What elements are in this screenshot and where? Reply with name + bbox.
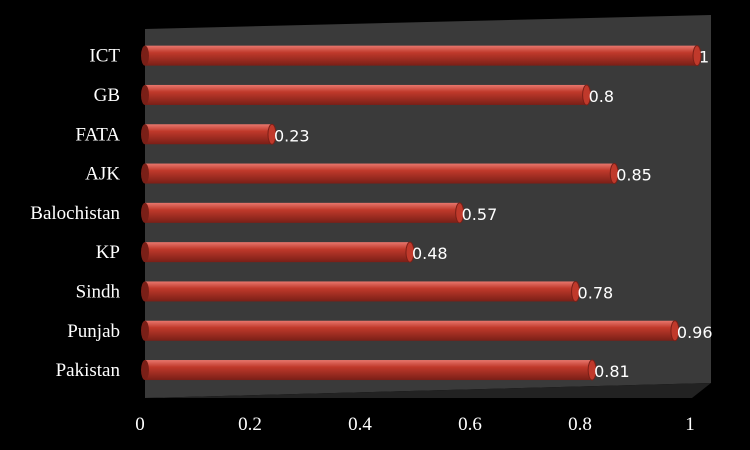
- bar-body: [145, 242, 410, 263]
- bar-ajk: [141, 163, 619, 185]
- bar-body: [145, 163, 615, 184]
- x-tick-label: 0: [135, 414, 145, 435]
- bar-end-cap: [587, 359, 597, 381]
- data-label: 0.48: [412, 244, 448, 263]
- x-tick-labels: 0 0.2 0.4 0.6 0.8 1: [135, 414, 695, 435]
- bar-gb: [141, 84, 592, 106]
- data-label: 0.96: [677, 323, 713, 342]
- bar-start-cap: [141, 360, 149, 381]
- x-tick-label: 0.4: [348, 414, 372, 435]
- bar-pakistan: [141, 359, 597, 381]
- bar-fata: [141, 123, 277, 145]
- category-label: GB: [94, 85, 120, 106]
- data-label: 0.78: [578, 283, 614, 302]
- bar-body: [145, 320, 675, 341]
- bars-group: [141, 45, 702, 381]
- category-labels: ICT GB FATA AJK Balochistan KP Sindh Punjab Paki…: [30, 46, 120, 381]
- bar-start-cap: [141, 84, 149, 105]
- data-label: 1: [699, 48, 709, 67]
- bar-start-cap: [141, 163, 149, 184]
- category-label: FATA: [75, 124, 120, 145]
- category-label: Sindh: [76, 281, 121, 302]
- bar-end-cap: [582, 84, 592, 106]
- category-label: KP: [96, 242, 120, 263]
- bar-body: [145, 202, 460, 223]
- data-labels: 1 0.8 0.23 0.85 0.57 0.48 0.78 0.96 0.81: [274, 48, 713, 381]
- bar-start-cap: [141, 281, 149, 302]
- plot-floor: [141, 383, 711, 398]
- bar-start-cap: [141, 45, 149, 66]
- bar-punjab: [141, 320, 680, 342]
- bar-start-cap: [141, 124, 149, 145]
- bar-end-cap: [405, 241, 415, 263]
- data-label: 0.85: [616, 166, 652, 185]
- data-label: 0.8: [589, 87, 614, 106]
- category-label: AJK: [85, 164, 120, 185]
- bar-body: [145, 45, 697, 66]
- category-label: Punjab: [67, 321, 120, 342]
- bar-balochistan: [141, 202, 465, 224]
- bar-start-cap: [141, 202, 149, 223]
- bar-body: [145, 84, 587, 105]
- x-tick-label: 0.8: [568, 414, 592, 435]
- data-label: 0.81: [594, 362, 630, 381]
- bar-end-cap: [609, 163, 619, 185]
- bar-start-cap: [141, 320, 149, 341]
- bar-end-cap: [571, 280, 581, 302]
- data-label: 0.57: [462, 205, 498, 224]
- category-label: ICT: [89, 46, 120, 67]
- bar-body: [145, 360, 593, 381]
- category-label: Pakistan: [56, 360, 121, 381]
- category-label: Balochistan: [30, 203, 120, 224]
- bar-start-cap: [141, 242, 149, 263]
- x-tick-label: 0.6: [458, 414, 482, 435]
- bar-end-cap: [670, 320, 680, 342]
- data-label: 0.23: [274, 126, 310, 145]
- bar-end-cap: [267, 123, 277, 145]
- bar-sindh: [141, 280, 581, 302]
- bar-end-cap: [692, 45, 702, 67]
- bar-body: [145, 124, 272, 145]
- bar-end-cap: [455, 202, 465, 224]
- bar-body: [145, 281, 576, 302]
- bar-kp: [141, 241, 415, 263]
- x-tick-label: 1: [685, 414, 695, 435]
- bar-ict: [141, 45, 702, 67]
- x-tick-label: 0.2: [238, 414, 262, 435]
